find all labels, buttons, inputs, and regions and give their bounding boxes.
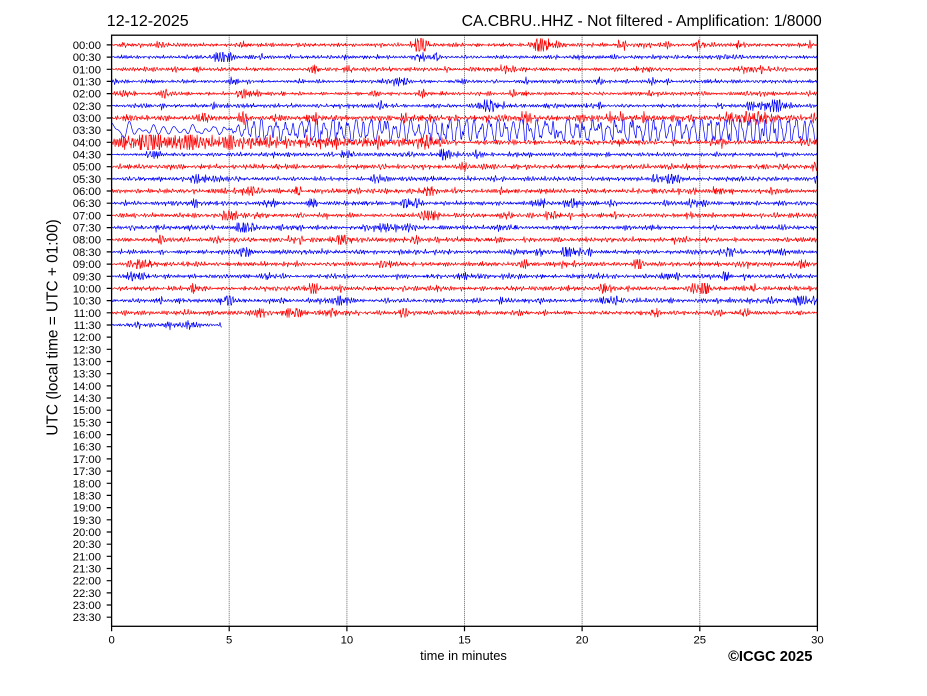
svg-text:06:30: 06:30 — [73, 198, 101, 210]
svg-text:09:00: 09:00 — [73, 259, 101, 271]
svg-text:16:30: 16:30 — [73, 442, 101, 454]
svg-text:10:30: 10:30 — [73, 296, 101, 308]
svg-text:14:00: 14:00 — [73, 381, 101, 393]
svg-text:02:00: 02:00 — [73, 89, 101, 101]
svg-text:20: 20 — [576, 635, 589, 647]
svg-text:02:30: 02:30 — [73, 101, 101, 113]
svg-text:©ICGC 2025: ©ICGC 2025 — [728, 649, 812, 665]
svg-text:07:30: 07:30 — [73, 223, 101, 235]
svg-text:01:30: 01:30 — [73, 76, 101, 88]
svg-text:07:00: 07:00 — [73, 210, 101, 222]
svg-text:04:00: 04:00 — [73, 137, 101, 149]
svg-text:04:30: 04:30 — [73, 150, 101, 162]
svg-text:15:00: 15:00 — [73, 405, 101, 417]
svg-text:23:00: 23:00 — [73, 600, 101, 612]
svg-text:12:30: 12:30 — [73, 344, 101, 356]
svg-text:11:30: 11:30 — [74, 320, 101, 332]
svg-text:30: 30 — [811, 635, 824, 647]
svg-text:10: 10 — [341, 635, 354, 647]
svg-text:0: 0 — [108, 635, 114, 647]
svg-text:15: 15 — [458, 635, 471, 647]
svg-text:09:30: 09:30 — [73, 271, 101, 283]
svg-text:21:30: 21:30 — [73, 564, 101, 576]
svg-text:22:30: 22:30 — [73, 588, 101, 600]
svg-text:18:30: 18:30 — [73, 490, 101, 502]
svg-text:23:30: 23:30 — [73, 612, 101, 624]
svg-text:19:30: 19:30 — [73, 515, 101, 527]
svg-text:05:30: 05:30 — [73, 174, 101, 186]
svg-text:06:00: 06:00 — [73, 186, 101, 198]
svg-text:UTC (local time = UTC + 01:00): UTC (local time = UTC + 01:00) — [45, 219, 62, 435]
svg-text:19:00: 19:00 — [73, 503, 101, 515]
svg-text:00:00: 00:00 — [73, 40, 101, 52]
svg-text:22:00: 22:00 — [73, 576, 101, 588]
svg-text:00:30: 00:30 — [73, 52, 101, 64]
svg-text:17:30: 17:30 — [73, 466, 101, 478]
svg-text:14:30: 14:30 — [73, 393, 101, 405]
svg-text:11:00: 11:00 — [74, 308, 101, 320]
svg-text:15:30: 15:30 — [73, 417, 101, 429]
svg-text:CA.CBRU..HHZ - Not filtered -: CA.CBRU..HHZ - Not filtered - Amplificat… — [462, 13, 822, 30]
svg-text:20:30: 20:30 — [73, 539, 101, 551]
svg-text:03:30: 03:30 — [73, 125, 101, 137]
svg-text:time in minutes: time in minutes — [420, 648, 507, 663]
svg-text:13:00: 13:00 — [73, 357, 101, 369]
svg-text:18:00: 18:00 — [73, 478, 101, 490]
svg-text:05:00: 05:00 — [73, 162, 101, 174]
svg-text:5: 5 — [226, 635, 232, 647]
svg-text:20:00: 20:00 — [73, 527, 101, 539]
svg-text:10:00: 10:00 — [73, 283, 101, 295]
svg-text:12-12-2025: 12-12-2025 — [107, 13, 189, 30]
svg-text:08:30: 08:30 — [73, 247, 101, 259]
svg-text:01:00: 01:00 — [73, 64, 101, 76]
svg-text:03:00: 03:00 — [73, 113, 101, 125]
svg-text:21:00: 21:00 — [73, 551, 101, 563]
svg-text:25: 25 — [694, 635, 707, 647]
svg-text:12:00: 12:00 — [73, 332, 101, 344]
svg-text:13:30: 13:30 — [73, 369, 101, 381]
svg-text:08:00: 08:00 — [73, 235, 101, 247]
svg-text:17:00: 17:00 — [73, 454, 101, 466]
svg-text:16:00: 16:00 — [73, 430, 101, 442]
